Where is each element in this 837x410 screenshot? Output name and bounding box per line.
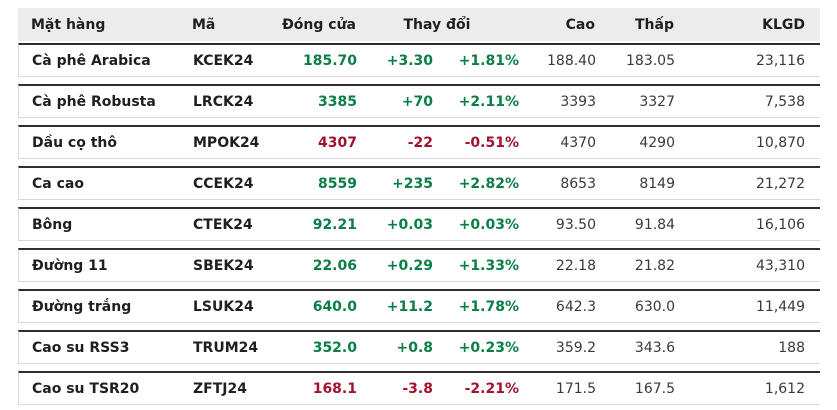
header-volume: KLGD	[762, 16, 805, 33]
table-row: Cao su TSR20 ZFTJ24 168.1 -3.8 -2.21% 17…	[18, 371, 820, 405]
change-value: +3.30	[386, 52, 433, 69]
high-price: 3393	[560, 93, 596, 110]
header-low: Thấp	[635, 16, 674, 33]
high-price: 4370	[560, 134, 596, 151]
commodity-code: ZFTJ24	[193, 380, 247, 397]
change-value: -22	[407, 134, 433, 151]
change-percent: +0.23%	[458, 339, 519, 356]
volume: 7,538	[764, 93, 805, 110]
low-price: 167.5	[634, 380, 675, 397]
high-price: 642.3	[555, 298, 596, 315]
change-value: +0.8	[396, 339, 433, 356]
commodity-code: CTEK24	[193, 216, 253, 233]
commodity-code: LSUK24	[193, 298, 254, 315]
low-price: 21.82	[634, 257, 675, 274]
commodity-name: Đường 11	[32, 257, 108, 274]
close-price: 3385	[318, 93, 357, 110]
high-price: 171.5	[555, 380, 596, 397]
high-price: 359.2	[555, 339, 596, 356]
close-price: 168.1	[312, 380, 357, 397]
change-value: +235	[392, 175, 433, 192]
close-price: 352.0	[312, 339, 357, 356]
change-percent: +1.78%	[458, 298, 519, 315]
table-row: Ca cao CCEK24 8559 +235 +2.82% 8653 8149…	[18, 166, 820, 200]
high-price: 8653	[560, 175, 596, 192]
low-price: 183.05	[626, 52, 675, 69]
change-percent: +1.33%	[458, 257, 519, 274]
volume: 11,449	[756, 298, 805, 315]
change-value: +0.29	[386, 257, 433, 274]
commodity-name: Đường trắng	[32, 298, 132, 315]
table-row: Dầu cọ thô MPOK24 4307 -22 -0.51% 4370 4…	[18, 125, 820, 159]
low-price: 4290	[639, 134, 675, 151]
commodity-name: Cao su RSS3	[32, 339, 130, 356]
change-value: +0.03	[386, 216, 433, 233]
table-row: Bông CTEK24 92.21 +0.03 +0.03% 93.50 91.…	[18, 207, 820, 241]
close-price: 92.21	[312, 216, 357, 233]
volume: 10,870	[756, 134, 805, 151]
commodity-code: KCEK24	[193, 52, 254, 69]
header-close: Đóng cửa	[282, 16, 356, 33]
change-value: +70	[401, 93, 433, 110]
commodity-name: Cao su TSR20	[32, 380, 140, 397]
close-price: 4307	[318, 134, 357, 151]
change-percent: +2.11%	[458, 93, 519, 110]
table-row: Cao su RSS3 TRUM24 352.0 +0.8 +0.23% 359…	[18, 330, 820, 364]
commodity-code: SBEK24	[193, 257, 254, 274]
close-price: 8559	[318, 175, 357, 192]
commodity-name: Ca cao	[32, 175, 84, 192]
commodity-code: LRCK24	[193, 93, 254, 110]
volume: 43,310	[756, 257, 805, 274]
table-row: Cà phê Robusta LRCK24 3385 +70 +2.11% 33…	[18, 84, 820, 118]
header-code: Mã	[192, 16, 216, 33]
header-change: Thay đổi	[403, 16, 471, 33]
commodity-code: CCEK24	[193, 175, 254, 192]
low-price: 8149	[639, 175, 675, 192]
table-header-row: Mặt hàng Mã Đóng cửa Thay đổi Cao Thấp K…	[18, 8, 820, 41]
commodity-name: Cà phê Arabica	[32, 52, 151, 69]
low-price: 91.84	[634, 216, 675, 233]
close-price: 22.06	[312, 257, 357, 274]
change-value: -3.8	[402, 380, 433, 397]
volume: 23,116	[756, 52, 805, 69]
change-percent: +2.82%	[458, 175, 519, 192]
commodity-price-table: Mặt hàng Mã Đóng cửa Thay đổi Cao Thấp K…	[18, 8, 820, 405]
header-commodity: Mặt hàng	[31, 16, 106, 33]
commodity-name: Bông	[32, 216, 73, 233]
volume: 16,106	[756, 216, 805, 233]
commodity-code: MPOK24	[193, 134, 260, 151]
volume: 188	[778, 339, 805, 356]
table-row: Đường trắng LSUK24 640.0 +11.2 +1.78% 64…	[18, 289, 820, 323]
high-price: 188.40	[547, 52, 596, 69]
commodity-code: TRUM24	[193, 339, 259, 356]
change-percent: +1.81%	[458, 52, 519, 69]
close-price: 185.70	[302, 52, 357, 69]
change-percent: -0.51%	[464, 134, 519, 151]
table-row: Đường 11 SBEK24 22.06 +0.29 +1.33% 22.18…	[18, 248, 820, 282]
low-price: 3327	[639, 93, 675, 110]
volume: 1,612	[764, 380, 805, 397]
commodity-name: Cà phê Robusta	[32, 93, 156, 110]
close-price: 640.0	[312, 298, 357, 315]
high-price: 22.18	[555, 257, 596, 274]
volume: 21,272	[756, 175, 805, 192]
commodity-name: Dầu cọ thô	[32, 134, 117, 151]
high-price: 93.50	[555, 216, 596, 233]
change-percent: -2.21%	[464, 380, 519, 397]
low-price: 343.6	[634, 339, 675, 356]
low-price: 630.0	[634, 298, 675, 315]
change-value: +11.2	[386, 298, 433, 315]
change-percent: +0.03%	[458, 216, 519, 233]
header-high: Cao	[565, 16, 595, 33]
table-row: Cà phê Arabica KCEK24 185.70 +3.30 +1.81…	[18, 43, 820, 77]
